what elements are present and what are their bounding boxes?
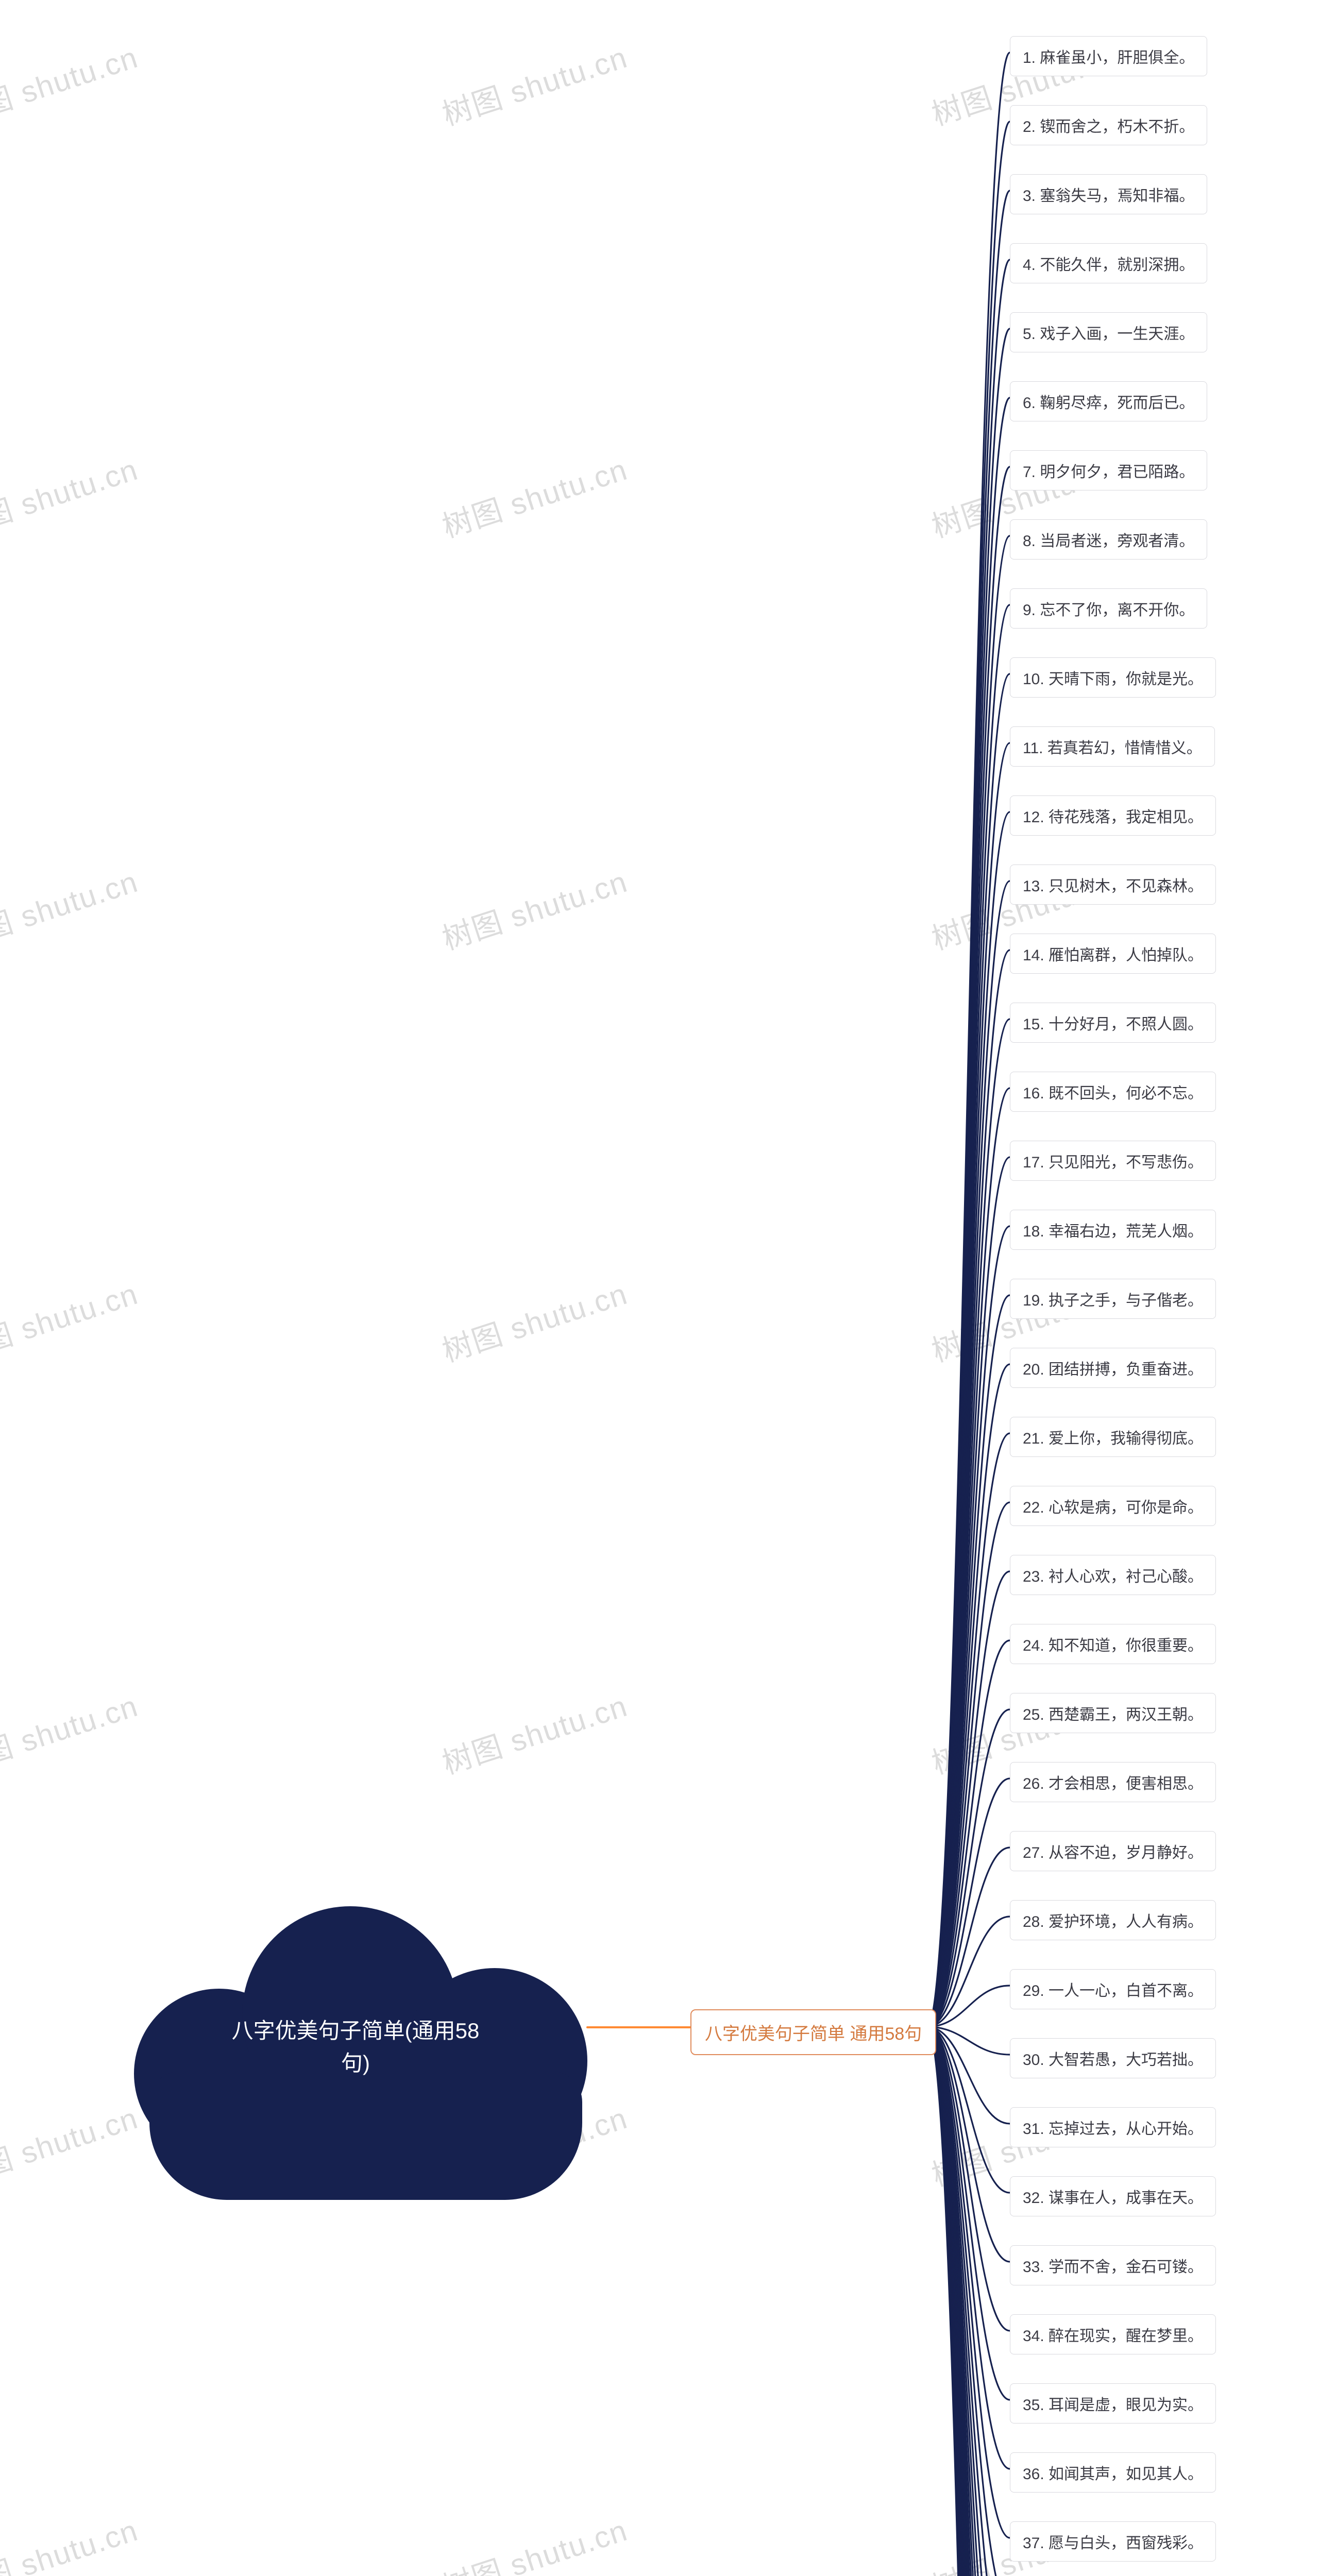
leaf-item: 30. 大智若愚，大巧若拙。 xyxy=(1010,2038,1216,2078)
leaf-item: 8. 当局者迷，旁观者清。 xyxy=(1010,519,1207,560)
leaf-item: 14. 雁怕离群，人怕掉队。 xyxy=(1010,934,1216,974)
cloud-body xyxy=(149,2071,582,2200)
leaf-item: 17. 只见阳光，不写悲伤。 xyxy=(1010,1141,1216,1181)
watermark-text: 树图 shutu.cn xyxy=(0,1682,143,1782)
leaf-item: 4. 不能久伴，就别深拥。 xyxy=(1010,243,1207,283)
leaf-item: 19. 执子之手，与子偕老。 xyxy=(1010,1279,1216,1319)
watermark-text: 树图 shutu.cn xyxy=(0,2506,143,2576)
leaf-item: 37. 愿与白头，西窗残彩。 xyxy=(1010,2521,1216,2562)
watermark-text: 树图 shutu.cn xyxy=(0,33,143,133)
watermark-text: 树图 shutu.cn xyxy=(436,1682,632,1782)
mid-node: 八字优美句子简单 通用58句 xyxy=(690,2009,936,2055)
watermark-text: 树图 shutu.cn xyxy=(436,857,632,958)
leaf-item: 6. 鞠躬尽瘁，死而后已。 xyxy=(1010,381,1207,421)
leaf-item: 12. 待花残落，我定相见。 xyxy=(1010,795,1216,836)
leaf-item: 32. 谋事在人，成事在天。 xyxy=(1010,2176,1216,2216)
leaf-item: 23. 衬人心欢，衬己心酸。 xyxy=(1010,1555,1216,1595)
leaf-item: 2. 锲而舍之，朽木不折。 xyxy=(1010,105,1207,145)
leaf-item: 31. 忘掉过去，从心开始。 xyxy=(1010,2107,1216,2147)
watermark-text: 树图 shutu.cn xyxy=(436,1269,632,1370)
leaf-item: 34. 醉在现实，醒在梦里。 xyxy=(1010,2314,1216,2354)
leaf-item: 27. 从容不迫，岁月静好。 xyxy=(1010,1831,1216,1871)
leaf-item: 10. 天晴下雨，你就是光。 xyxy=(1010,657,1216,698)
leaf-item: 36. 如闻其声，如见其人。 xyxy=(1010,2452,1216,2493)
watermark-text: 树图 shutu.cn xyxy=(0,2094,143,2194)
watermark-text: 树图 shutu.cn xyxy=(0,445,143,546)
leaf-item: 1. 麻雀虽小，肝胆俱全。 xyxy=(1010,36,1207,76)
leaf-item: 5. 戏子入画，一生天涯。 xyxy=(1010,312,1207,352)
leaf-item: 16. 既不回头，何必不忘。 xyxy=(1010,1072,1216,1112)
leaf-item: 35. 耳闻是虚，眼见为实。 xyxy=(1010,2383,1216,2424)
root-title: 八字优美句子简单(通用58句) xyxy=(227,2014,484,2079)
leaf-item: 15. 十分好月，不照人圆。 xyxy=(1010,1003,1216,1043)
watermark-text: 树图 shutu.cn xyxy=(436,445,632,546)
leaf-item: 13. 只见树木，不见森林。 xyxy=(1010,865,1216,905)
leaf-item: 7. 明夕何夕，君已陌路。 xyxy=(1010,450,1207,490)
leaf-item: 24. 知不知道，你很重要。 xyxy=(1010,1624,1216,1664)
leaf-item: 28. 爱护环境，人人有病。 xyxy=(1010,1900,1216,1940)
watermark-text: 树图 shutu.cn xyxy=(436,33,632,133)
leaf-item: 25. 西楚霸王，两汉王朝。 xyxy=(1010,1693,1216,1733)
leaf-item: 33. 学而不舍，金石可镂。 xyxy=(1010,2245,1216,2285)
leaf-item: 9. 忘不了你，离不开你。 xyxy=(1010,588,1207,629)
watermark-text: 树图 shutu.cn xyxy=(0,857,143,958)
leaf-item: 3. 塞翁失马，焉知非福。 xyxy=(1010,174,1207,214)
watermark-text: 树图 shutu.cn xyxy=(0,1269,143,1370)
canvas: 树图 shutu.cn 树图 shutu.cn 树图 shutu.cn 树图 shut… xyxy=(0,0,1319,2576)
leaf-item: 11. 若真若幻，惜情惜义。 xyxy=(1010,726,1215,767)
leaf-item: 29. 一人一心，白首不离。 xyxy=(1010,1969,1216,2009)
leaf-item: 22. 心软是病，可你是命。 xyxy=(1010,1486,1216,1526)
leaf-item: 26. 才会相思，便害相思。 xyxy=(1010,1762,1216,1802)
leaf-item: 18. 幸福右边，荒芜人烟。 xyxy=(1010,1210,1216,1250)
watermark-text: 树图 shutu.cn xyxy=(436,2506,632,2576)
leaf-item: 20. 团结拼搏，负重奋进。 xyxy=(1010,1348,1216,1388)
leaf-item: 21. 爱上你，我输得彻底。 xyxy=(1010,1417,1216,1457)
